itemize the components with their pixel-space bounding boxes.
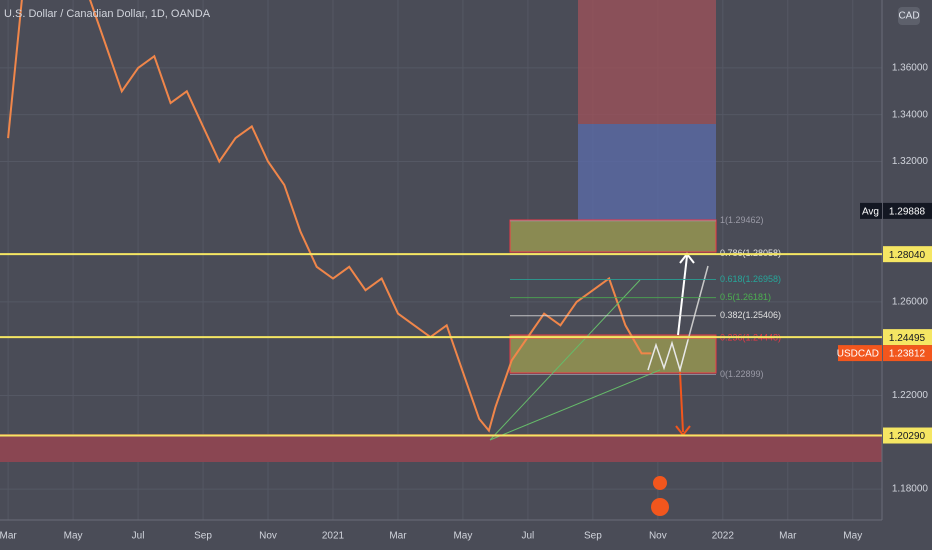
fib-label: 0.382(1.25406): [720, 310, 781, 320]
level-label-bg: [883, 427, 932, 444]
price-axis: [882, 0, 932, 550]
y-tick-label: 1.22000: [892, 390, 929, 401]
fib-label: 0.786(1.28058): [720, 248, 781, 258]
level-label-bg: [883, 246, 932, 263]
up-arrow: [687, 265, 709, 341]
x-tick-label: May: [64, 531, 83, 542]
chart-title: U.S. Dollar / Canadian Dollar, 1D, OANDA: [4, 8, 211, 20]
y-tick-label: 1.34000: [892, 109, 929, 120]
up-arrow: [677, 255, 688, 336]
marker-label-bg: [883, 345, 932, 362]
x-tick-label: Nov: [649, 531, 667, 542]
marker-label: 1.23812: [889, 349, 926, 360]
support-zone: [0, 434, 882, 462]
level-label-bg: [883, 329, 932, 346]
fib-label: 0.5(1.26181): [720, 292, 771, 302]
x-tick-label: Sep: [194, 531, 212, 542]
x-tick-label: May: [453, 531, 472, 542]
y-tick-label: 1.36000: [892, 63, 929, 74]
marker-label: 1.29888: [889, 207, 926, 218]
supply-zone: [509, 219, 717, 253]
target-zone: [578, 124, 716, 220]
event-icon: [651, 498, 669, 516]
x-tick-label: Jul: [522, 531, 535, 542]
y-tick-label: 1.32000: [892, 156, 929, 167]
trend-line: [489, 369, 661, 441]
stop-zone: [578, 0, 716, 124]
marker-name-bg: [860, 202, 882, 219]
down-arrow: [679, 371, 684, 433]
projection: [647, 339, 689, 373]
currency: CAD: [898, 11, 919, 22]
marker-name: USDCAD: [837, 349, 879, 360]
fib-label: 1(1.29462): [720, 215, 764, 225]
x-tick-label: Mar: [389, 531, 407, 542]
x-tick-label: 2021: [322, 531, 345, 542]
x-tick-label: Mar: [0, 531, 17, 542]
x-tick-label: Nov: [259, 531, 277, 542]
fib-label: 0.618(1.26958): [720, 274, 781, 284]
x-tick-label: Jul: [132, 531, 145, 542]
event-icon: [653, 476, 667, 490]
level-label: 1.24495: [889, 333, 926, 344]
marker-name-bg: [838, 345, 882, 362]
y-tick-label: 1.18000: [892, 484, 929, 495]
grid: [0, 0, 882, 520]
y-tick-label: 1.26000: [892, 297, 929, 308]
demand-zone: [509, 334, 717, 374]
marker-name: Avg: [862, 207, 879, 218]
fib-label: 0(1.22899): [720, 369, 764, 379]
level-label: 1.28040: [889, 250, 926, 261]
x-tick-label: 2022: [712, 531, 735, 542]
trend-line: [489, 279, 641, 441]
x-tick-label: May: [843, 531, 862, 542]
currency-badge: [898, 7, 920, 25]
marker-label-bg: [883, 202, 932, 219]
x-tick-label: Mar: [779, 531, 797, 542]
level-label: 1.20290: [889, 431, 926, 442]
x-tick-label: Sep: [584, 531, 602, 542]
